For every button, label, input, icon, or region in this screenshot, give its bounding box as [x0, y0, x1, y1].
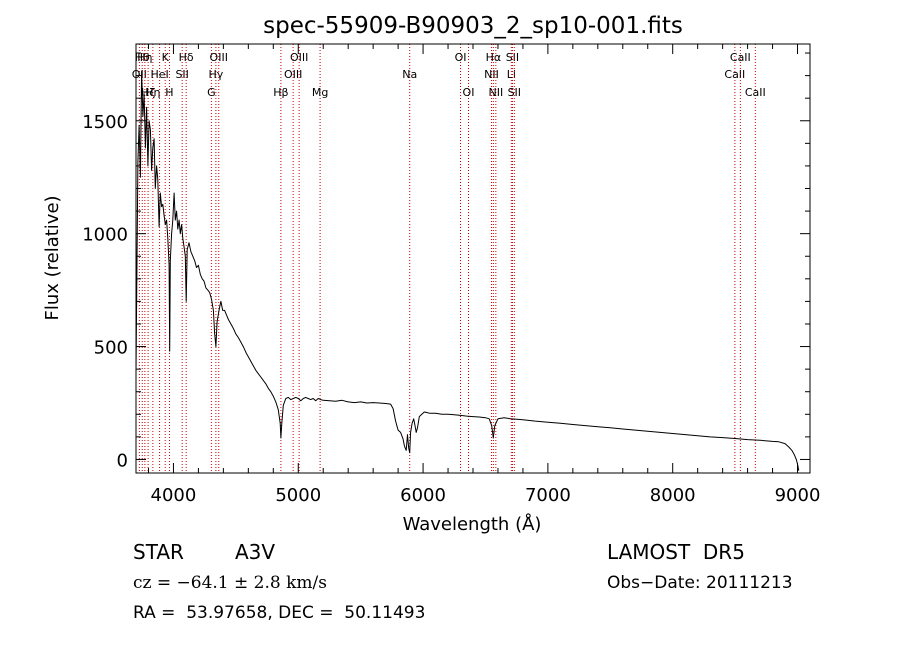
line-marker-label: Hγ [208, 68, 223, 81]
line-marker-layer: OIIHθHηHζHηHeIKHSIIHδGHγOIIIHβOIIIOIIIMg… [132, 44, 766, 473]
line-marker-label: NII [484, 68, 499, 81]
x-axis-label: Wavelength (Å) [403, 513, 542, 535]
line-marker-label: K [162, 51, 170, 64]
x-tick-label: 7000 [525, 485, 571, 506]
coordinates: RA = 53.97658, DEC = 50.11493 [133, 603, 426, 623]
x-tick-label: 5000 [275, 485, 321, 506]
line-marker-label: OIII [284, 68, 302, 81]
chart-title: spec-55909-B90903_2_sp10-001.fits [263, 13, 683, 39]
line-marker-label: Hα [486, 51, 502, 64]
line-marker-label: CaII [730, 51, 751, 64]
plot-frame [135, 43, 811, 474]
line-marker-label: SII [506, 51, 519, 64]
line-marker-label: Na [402, 68, 417, 81]
y-tick-label: 500 [94, 338, 128, 359]
redshift-velocity: cz = −64.1 ± 2.8 km/s [133, 573, 327, 593]
line-marker-label: Hδ [179, 51, 194, 64]
x-tick-label: 6000 [400, 485, 446, 506]
line-marker-label: H [165, 86, 173, 99]
y-tick-label: 1500 [82, 112, 128, 133]
line-marker-label: OI [455, 51, 467, 64]
line-marker-label: CaII [745, 86, 766, 99]
x-tick-label: 9000 [775, 485, 821, 506]
line-marker-label: NII [488, 86, 503, 99]
line-marker-label: G [207, 86, 216, 99]
line-marker-label: HeI [150, 68, 168, 81]
x-tick-label: 4000 [151, 485, 197, 506]
line-marker-label: Li [507, 68, 516, 81]
y-tick-label: 1000 [82, 225, 128, 246]
x-tick-label: 8000 [650, 485, 696, 506]
line-marker-label: Mg [312, 86, 328, 99]
line-marker-label: Hη [137, 51, 152, 64]
line-marker-label: Hη [145, 86, 160, 99]
object-subclass: A3V [235, 540, 276, 564]
axis-layer: 4000 5000 6000 7000 8000 9000 0 500 1000 1500 [82, 43, 821, 506]
line-marker-label: Hβ [273, 86, 288, 99]
line-marker-label: Hθ [135, 51, 150, 64]
observation-date: Obs−Date: 20111213 [607, 573, 793, 593]
line-marker-label: OIII [290, 51, 308, 64]
series-layer [136, 70, 800, 471]
object-class: STAR [133, 540, 184, 564]
spectrum-series-line [136, 70, 800, 471]
line-marker-label: OI [463, 86, 475, 99]
line-marker-label: CaII [724, 68, 745, 81]
line-marker-label: SII [508, 86, 521, 99]
survey-name: LAMOST DR5 [607, 540, 745, 564]
line-marker-label: SII [175, 68, 188, 81]
y-tick-label: 0 [117, 450, 128, 471]
y-axis-label: Flux (relative) [42, 195, 63, 320]
line-marker-label: OIII [210, 51, 228, 64]
